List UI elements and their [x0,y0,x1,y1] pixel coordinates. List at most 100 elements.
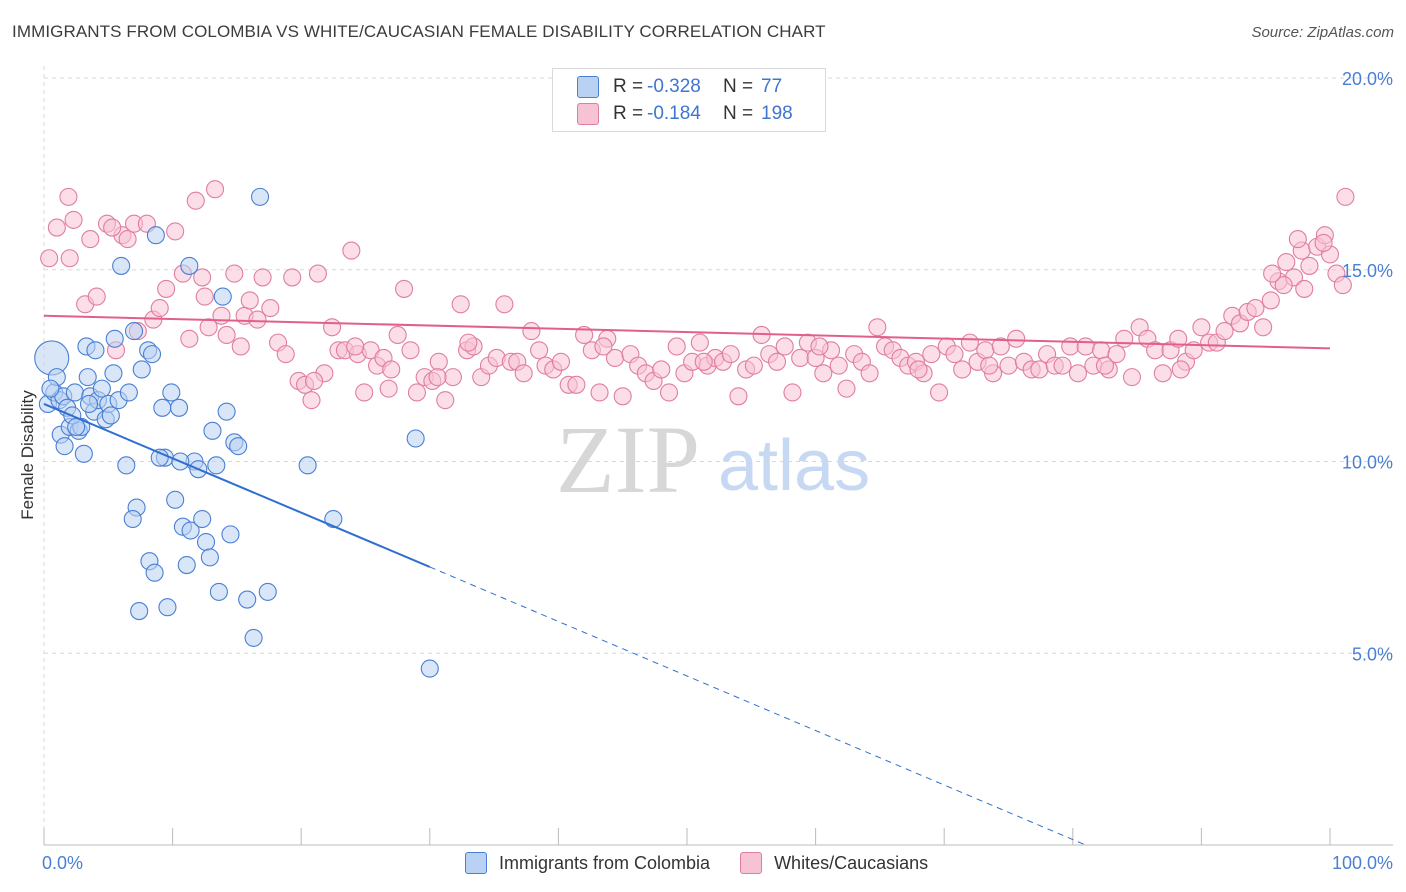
legend-swatch-pink [740,852,763,874]
trend-lines [43,314,1331,846]
point-whites [1277,253,1296,272]
point-whites [860,364,879,383]
series-legend: Immigrants from Colombia Whites/Caucasia… [465,852,958,874]
point-whites [302,391,321,410]
point-whites [1169,329,1188,348]
point-whites [261,299,280,318]
point-whites [1030,360,1049,379]
point-colombia [104,364,123,383]
point-whites [308,264,327,283]
legend-item-whites[interactable]: Whites/Caucasians [740,852,928,874]
point-whites [166,222,185,241]
point-whites [157,279,176,298]
point-whites [150,299,169,318]
point-whites [980,356,999,375]
point-whites [791,348,810,368]
point-whites [323,318,342,337]
point-whites [395,279,414,298]
point-whites [193,268,212,287]
point-colombia [244,628,263,647]
point-whites [868,318,887,337]
legend-label-whites: Whites/Caucasians [774,852,929,873]
legend-swatch-blue [577,76,599,98]
point-whites [401,341,420,360]
point-colombia [180,256,199,275]
point-colombia [79,394,99,414]
r-label: R = [613,76,644,97]
point-whites [567,375,586,394]
point-whites [1254,318,1273,337]
point-whites [1192,318,1211,337]
point-whites [1333,276,1352,295]
point-whites [47,218,66,237]
series-immigrants-colombia [34,187,439,678]
point-whites [1053,356,1072,375]
legend-item-colombia[interactable]: Immigrants from Colombia [465,852,710,874]
point-whites [1300,256,1319,275]
x-tick-label-min: 0.0% [42,853,83,873]
point-colombia [142,345,162,364]
point-colombia [158,598,177,617]
point-whites [945,345,964,364]
point-whites [1184,341,1203,360]
point-colombia [105,329,124,348]
point-whites [248,310,267,329]
point-whites [1061,337,1080,356]
source-label: Source: ZipAtlas.com [1251,24,1394,41]
y-tick-label: 10.0% [1342,453,1393,473]
point-colombia [166,490,185,509]
legend-row-whites: R = -0.184 N = 198 [577,101,793,127]
point-whites [40,249,59,268]
point-whites [1261,291,1280,310]
point-whites [346,337,365,356]
point-whites [930,383,949,402]
point-colombia [406,429,425,448]
point-whites [530,341,549,360]
point-whites [388,325,407,344]
point-whites [355,383,374,402]
point-colombia [213,287,232,306]
point-colombia [298,456,317,475]
point-colombia [119,383,138,402]
point-colombia [238,590,257,609]
point-whites [217,325,236,344]
point-whites [1314,233,1333,252]
point-whites [909,360,928,379]
point-whites [775,337,794,356]
point-whites [1122,368,1142,387]
point-whites [594,337,613,356]
point-colombia [101,406,120,425]
point-whites [522,322,541,341]
point-whites [590,383,609,402]
point-colombia [55,437,74,456]
watermark-zip: ZIP [556,406,700,513]
point-whites [991,337,1010,356]
point-whites [379,379,398,398]
point-whites [283,268,302,287]
point-whites [1246,299,1265,318]
point-colombia [209,582,228,601]
point-colombia [203,421,222,440]
point-colombia [200,548,219,567]
point-whites [767,352,787,371]
point-colombia [181,521,200,540]
point-whites [783,383,802,402]
point-colombia [162,383,181,402]
n-value: 198 [761,103,793,124]
point-whites [810,337,829,356]
point-whites [428,368,447,387]
point-whites [81,230,100,249]
point-colombia [146,226,165,245]
point-whites [305,371,324,391]
point-colombia [250,187,270,206]
point-whites [87,287,106,306]
chart-title: IMMIGRANTS FROM COLOMBIA VS WHITE/CAUCAS… [12,22,826,41]
correlation-legend: R = -0.328 N = 77 R = -0.184 N = 198 [552,68,826,132]
point-whites [1068,364,1087,383]
point-colombia [145,563,164,582]
point-colombia [123,509,142,529]
point-colombia [132,360,151,379]
point-whites [59,187,78,206]
point-colombia [150,448,169,467]
point-whites [1274,276,1293,295]
